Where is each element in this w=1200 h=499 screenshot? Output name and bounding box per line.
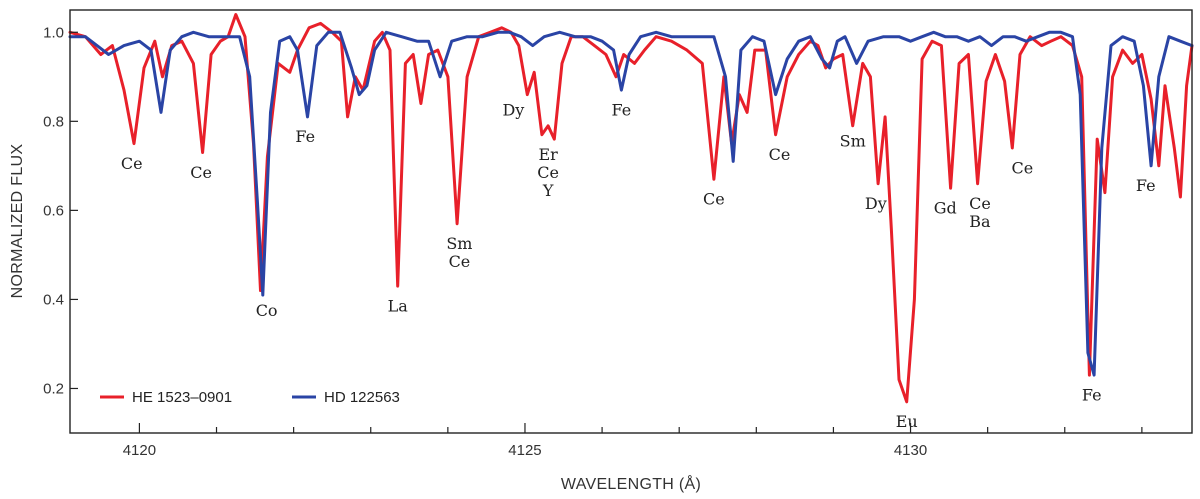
line-annotation: Ce bbox=[190, 163, 212, 182]
line-annotation: Fe bbox=[1082, 385, 1102, 404]
legend-label: HD 122563 bbox=[324, 389, 400, 406]
line-annotation: Ce bbox=[703, 190, 725, 209]
y-tick-label: 0.2 bbox=[43, 380, 64, 397]
line-annotation-text: Co bbox=[256, 301, 278, 320]
axis-layer: 4120 4125 4130 0.2 0.4 0.6 0.8 1.0 bbox=[43, 24, 1143, 459]
line-annotation-text: Fe bbox=[295, 127, 315, 146]
series-layer bbox=[68, 13, 1194, 404]
y-tick-label: 0.4 bbox=[43, 291, 64, 308]
series-line-1 bbox=[68, 13, 1194, 404]
legend: HE 1523–0901 HD 122563 bbox=[100, 389, 400, 406]
line-annotation-text: Sm bbox=[840, 132, 866, 151]
line-annotation-text: Ce bbox=[769, 145, 791, 164]
line-annotation-text: Ce bbox=[537, 163, 559, 182]
line-annotation-text: Er bbox=[538, 145, 558, 164]
line-annotation-text: Y bbox=[542, 181, 554, 200]
y-axis-title: NORMALIZED FLUX bbox=[9, 144, 26, 299]
legend-item-1: HE 1523–0901 bbox=[100, 389, 232, 406]
y-tick-label: 0.8 bbox=[43, 113, 64, 130]
line-annotation: Gd bbox=[934, 198, 957, 217]
line-annotation: Fe bbox=[612, 101, 632, 120]
line-annotation: Ce bbox=[769, 145, 791, 164]
line-annotation: Dy bbox=[865, 194, 887, 213]
line-annotation: Eu bbox=[896, 412, 918, 431]
line-annotation-text: Dy bbox=[865, 194, 887, 213]
series-line-2 bbox=[68, 30, 1194, 377]
line-annotation-text: Dy bbox=[502, 101, 524, 120]
x-tick-label: 4120 bbox=[123, 442, 156, 459]
line-annotation-text: Ce bbox=[969, 194, 991, 213]
line-annotation-text: Fe bbox=[612, 101, 632, 120]
legend-item-2: HD 122563 bbox=[292, 389, 400, 406]
line-annotation-text: Eu bbox=[896, 412, 918, 431]
y-tick-label: 0.6 bbox=[43, 202, 64, 219]
line-annotation-text: Fe bbox=[1082, 385, 1102, 404]
line-annotation: Ce bbox=[1011, 158, 1033, 177]
line-annotation: Fe bbox=[295, 127, 315, 146]
line-annotation-text: Ce bbox=[190, 163, 212, 182]
line-annotation: Sm bbox=[840, 132, 866, 151]
y-tick-label: 1.0 bbox=[43, 24, 64, 41]
x-axis-title: WAVELENGTH (Å) bbox=[561, 474, 701, 493]
line-annotation: Dy bbox=[502, 101, 524, 120]
line-annotation-text: Ce bbox=[703, 190, 725, 209]
line-annotation: La bbox=[388, 296, 409, 315]
line-annotation: Ce bbox=[121, 154, 143, 173]
line-annotation-text: Ba bbox=[969, 212, 991, 231]
x-tick-label: 4130 bbox=[894, 442, 927, 459]
line-annotation-text: Fe bbox=[1136, 176, 1156, 195]
line-annotation-text: Ce bbox=[1011, 158, 1033, 177]
line-annotation-text: La bbox=[388, 296, 409, 315]
legend-label: HE 1523–0901 bbox=[132, 389, 232, 406]
x-tick-label: 4125 bbox=[508, 442, 541, 459]
line-annotation-text: Ce bbox=[449, 252, 471, 271]
line-annotation-text: Sm bbox=[446, 234, 472, 253]
line-annotation-text: Ce bbox=[121, 154, 143, 173]
line-annotation: Fe bbox=[1136, 176, 1156, 195]
plot-frame bbox=[69, 9, 1193, 434]
line-annotation-text: Gd bbox=[934, 198, 957, 217]
line-annotation: Co bbox=[256, 301, 278, 320]
